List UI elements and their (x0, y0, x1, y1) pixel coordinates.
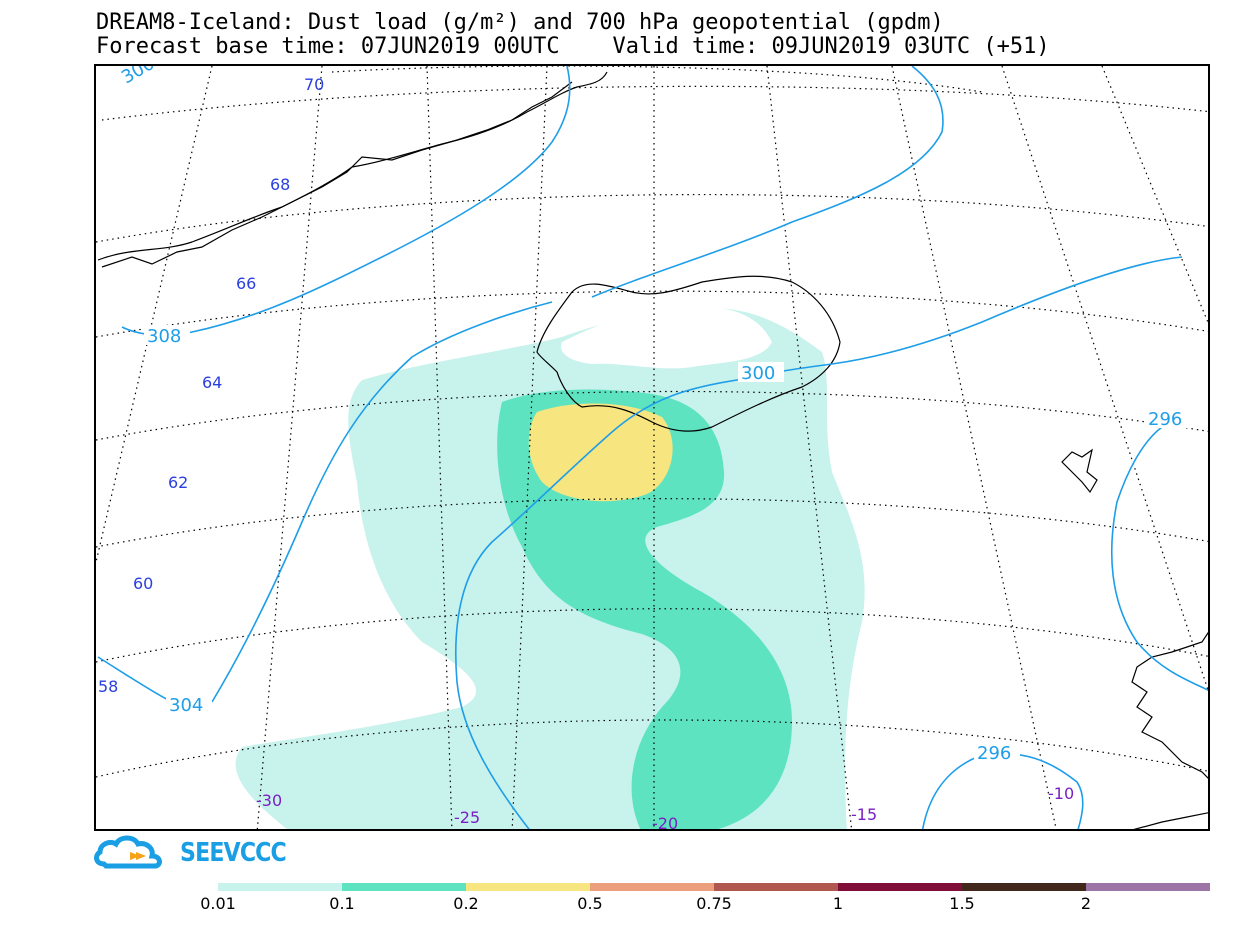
colorbar-segment (466, 883, 590, 891)
contour-308 (121, 66, 571, 337)
dust-area-mid (497, 389, 792, 829)
colorbar-label: 1 (832, 894, 844, 913)
colorbar-label: 2 (1080, 894, 1092, 913)
contour-label-308: 308 (147, 326, 181, 347)
parallel-lines (96, 66, 1208, 778)
colorbar-label: 0.01 (200, 894, 236, 913)
lon-label-minus15: -15 (851, 805, 877, 824)
lat-label-70: 70 (304, 75, 324, 94)
contour-296-south (921, 753, 1084, 829)
colorbar-label: 0.75 (696, 894, 732, 913)
lon-label-minus10: -10 (1048, 784, 1074, 803)
contour-300-north (591, 66, 944, 298)
lat-label-60: 60 (133, 574, 153, 593)
seevccc-logo (94, 835, 162, 869)
lat-label-62: 62 (168, 473, 188, 492)
meridian-lines (96, 66, 1208, 829)
coastlines (97, 71, 1208, 829)
contour-label-300: 300 (741, 363, 775, 384)
contour-label-300-corner: 300 (118, 66, 158, 88)
colorbar-label: 1.5 (949, 894, 975, 913)
contour-label-296-south: 296 (977, 743, 1011, 764)
lat-label-58: 58 (98, 677, 118, 696)
chart-title: DREAM8-Iceland: Dust load (g/m²) and 700… (96, 10, 944, 35)
colorbar-segment (218, 883, 342, 891)
cloud-icon (94, 835, 162, 869)
logo-text: SEEVCCC (180, 838, 287, 868)
lon-label-minus20: -20 (652, 814, 678, 831)
colorbar-segment (590, 883, 714, 891)
norway-coast-south (1133, 812, 1208, 829)
contour-label-304: 304 (169, 695, 203, 716)
norway-coast (1131, 631, 1208, 779)
lat-label-66: 66 (236, 274, 256, 293)
lat-label-68: 68 (270, 175, 290, 194)
colorbar-segment (1086, 883, 1210, 891)
colorbar-label: 0.2 (453, 894, 479, 913)
greenland-coast (97, 71, 608, 261)
map-canvas: 70 68 66 64 62 60 58 -30 -25 -20 -15 -10… (96, 66, 1208, 831)
colorbar-segment (962, 883, 1086, 891)
contour-300-south (454, 256, 1183, 829)
colorbar-label: 0.1 (329, 894, 355, 913)
dust-area-high (528, 403, 673, 502)
lon-label-minus30: -30 (256, 791, 282, 810)
contour-296-east (1110, 426, 1208, 691)
map-panel: 70 68 66 64 62 60 58 -30 -25 -20 -15 -10… (94, 64, 1210, 831)
lon-label-minus25: -25 (454, 808, 480, 827)
land-clear-area (561, 306, 772, 369)
contour-label-296-east: 296 (1148, 409, 1182, 430)
colorbar-label: 0.5 (577, 894, 603, 913)
chart-subtitle: Forecast base time: 07JUN2019 00UTC Vali… (96, 34, 1050, 59)
faroe-islands (1061, 448, 1098, 494)
geopotential-contours (97, 66, 1208, 829)
contour-304 (97, 301, 553, 703)
lat-label-64: 64 (202, 373, 222, 392)
greenland-coast-detail (101, 81, 573, 268)
colorbar-segment (342, 883, 466, 891)
colorbar (218, 883, 1210, 891)
colorbar-segment (714, 883, 838, 891)
iceland-coast (536, 275, 841, 432)
colorbar-segment (838, 883, 962, 891)
